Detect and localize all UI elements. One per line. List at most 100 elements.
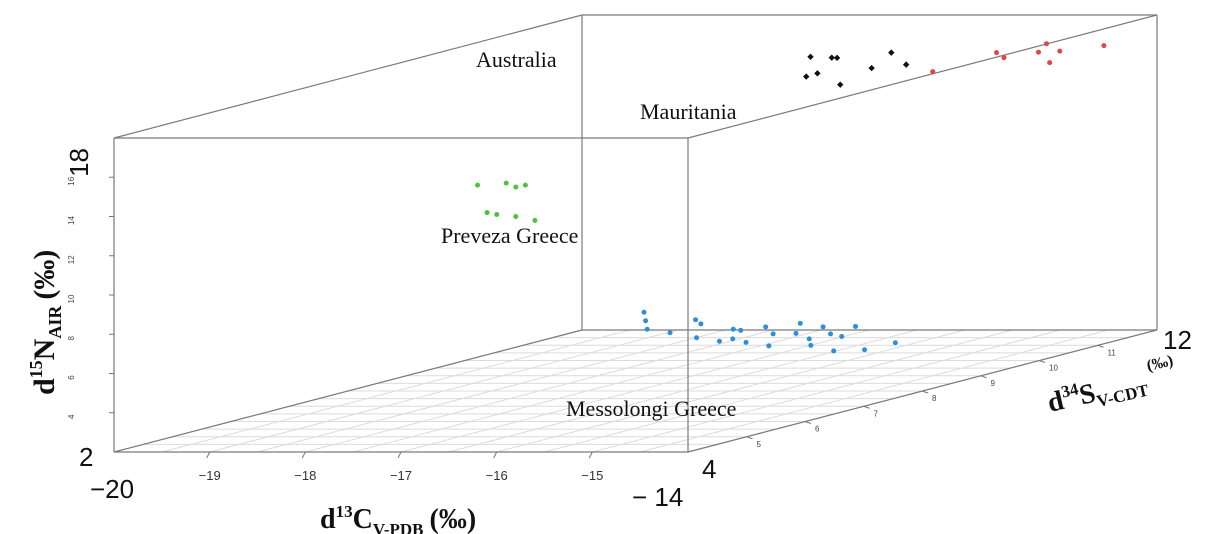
data-point-preveza-greece [522,182,528,188]
data-point-messolongi-greece [738,327,744,333]
y-tick-mark [921,390,929,394]
data-point-mauritania [1101,43,1107,49]
data-point-messolongi-greece [892,340,898,346]
group-label-preveza: Preveza Greece [441,223,578,248]
group-label-mauritania: Mauritania [640,99,737,124]
data-point-mauritania [1001,55,1007,61]
x-axis-title: d13CV-PDB (‰) [320,502,476,534]
data-point-mauritania [1057,48,1063,54]
x-axis-ticks: −19 −18 −17 −16 −15 [199,451,603,483]
z-axis-title: d15NAIR(‰) [26,250,65,395]
data-point-messolongi-greece [730,336,736,342]
box-edge-depth-top-left [113,14,583,139]
data-point-australia [833,54,841,62]
data-point-messolongi-greece [820,324,826,330]
box-edge-depth-bottom-left [113,329,583,453]
data-point-messolongi-greece [667,330,673,336]
z-tick-label: 10 [67,294,76,303]
y-tick-label: 11 [1108,348,1117,357]
x-tick-label: −16 [486,468,508,483]
data-point-messolongi-greece [862,347,868,353]
data-point-messolongi-greece [693,317,699,323]
data-points [475,41,1107,354]
plot-box [113,14,1158,453]
y-tick-mark [980,375,987,379]
data-point-messolongi-greece [643,318,649,324]
z-axis-ticks: 4 6 8 10 12 14 16 [67,176,114,419]
y-axis-title: d34SV-CDT(‰) [1043,352,1180,422]
z-axis-end-low: 2 [79,442,93,472]
data-point-messolongi-greece [730,326,736,332]
data-point-mauritania [1036,49,1042,55]
group-label-messolongi: Messolongi Greece [566,396,736,421]
data-point-preveza-greece [532,217,538,223]
z-tick-label: 12 [67,255,76,264]
x-tick-mark [397,451,402,459]
data-point-messolongi-greece [839,333,845,339]
x-tick-mark [588,451,593,459]
data-point-mauritania [994,50,1000,56]
x-tick-label: −17 [390,468,412,483]
box-edge-depth-top-right [687,14,1158,139]
group-label-australia: Australia [476,47,557,72]
z-tick-label: 6 [67,375,76,380]
x-tick-mark [493,451,498,459]
x-tick-label: −18 [294,468,316,483]
data-point-messolongi-greece [828,331,834,337]
z-tick-label: 14 [67,216,76,225]
y-tick-label: 9 [991,379,996,388]
y-tick-label: 8 [932,394,937,403]
data-point-australia [888,49,895,56]
y-tick-mark [1097,344,1104,348]
data-point-australia [814,70,821,77]
data-point-messolongi-greece [797,320,803,326]
data-point-messolongi-greece [831,348,837,354]
data-point-preveza-greece [503,180,509,186]
data-point-messolongi-greece [644,326,650,332]
y-axis-end-high: 12 [1163,325,1192,355]
y-tick-label: 6 [815,425,820,434]
data-point-messolongi-greece [766,343,772,349]
data-point-australia [807,53,814,60]
data-point-australia [828,54,835,61]
data-point-messolongi-greece [853,323,859,329]
y-tick-label: 5 [757,440,762,449]
data-point-messolongi-greece [808,342,814,348]
floor-grid [113,329,1157,453]
y-tick-mark [863,405,870,409]
data-point-messolongi-greece [694,335,700,341]
data-point-preveza-greece [475,182,481,188]
data-point-australia [837,81,844,88]
data-point-mauritania [1047,60,1053,66]
z-tick-label: 16 [67,176,76,185]
y-axis-ticks: 5 6 7 8 9 10 11 [746,344,1117,449]
z-axis-end-high: 18 [64,148,94,177]
y-tick-label: 7 [874,409,879,418]
data-point-australia [803,73,810,80]
data-point-australia [902,61,910,68]
y-tick-label: 10 [1049,364,1058,373]
data-point-messolongi-greece [641,309,647,315]
z-tick-label: 8 [67,335,76,340]
x-tick-mark [301,451,306,459]
data-point-preveza-greece [494,212,500,218]
y-axis-end-low: 4 [702,454,716,484]
z-tick-label: 4 [67,414,76,419]
data-point-messolongi-greece [806,336,812,342]
data-point-mauritania [930,69,936,75]
data-point-messolongi-greece [698,321,704,327]
data-point-messolongi-greece [763,324,769,330]
data-point-australia [868,64,875,72]
x-tick-mark [206,451,211,459]
data-point-messolongi-greece [716,338,722,344]
x-tick-label: −19 [199,468,221,483]
x-tick-label: −15 [581,468,603,483]
data-point-preveza-greece [513,184,519,190]
x-axis-end-right: − 14 [632,482,683,512]
y-tick-mark [746,436,753,440]
data-point-preveza-greece [484,210,490,216]
data-point-messolongi-greece [743,339,749,345]
y-tick-mark [804,421,812,424]
data-point-preveza-greece [513,214,519,219]
